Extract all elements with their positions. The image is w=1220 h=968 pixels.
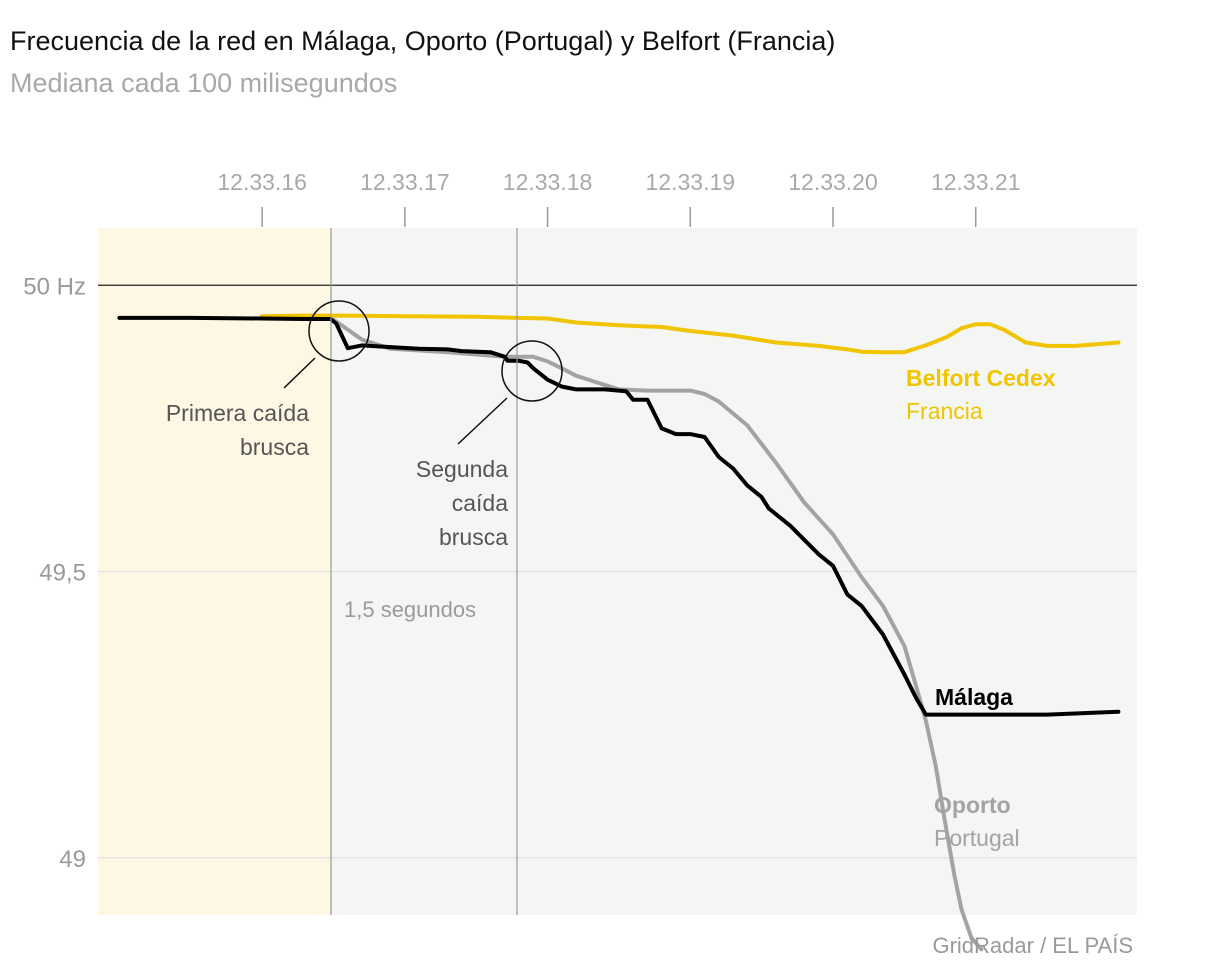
chart-title: Frecuencia de la red en Málaga, Oporto (… [10,26,836,56]
first-drop-annotation: Primera caída brusca [166,400,309,460]
chart-axes: 50 Hz 49,5 49 12.33.16 12.33.17 12.33.18 12.33… [23,169,1020,873]
source-credit: GridRadar / EL PAÍS [932,933,1133,958]
interval-annotation: 1,5 segundos [344,597,476,622]
second-drop-circle [501,340,563,402]
series-line-belfort-cedex [260,313,1121,355]
second-drop-leader [457,397,508,445]
first-drop-leader [283,357,316,389]
chart-gridlines [98,284,1137,859]
second-drop-annotation: Segunda caída brusca [416,456,508,550]
series-line-m-laga [117,315,1121,717]
chart-subtitle: Mediana cada 100 milisegundos [10,68,398,98]
chart-series [117,313,1121,952]
series-label-belfort-cedex: Belfort Cedex [906,365,1056,391]
series-line-oporto [331,317,984,952]
chart-annotations: Primera caída brusca Segunda caída brusca 1,5… [166,228,563,915]
y-tick-label: 49,5 [39,560,86,587]
x-tick-label: 12.33.16 [217,169,307,195]
first-drop-annotation-line: Primera caída [166,400,309,426]
x-tick-label: 12.33.21 [931,169,1021,195]
second-drop-annotation-line: brusca [439,524,508,550]
first-drop-annotation-line: brusca [240,434,309,460]
x-tick-label: 12.33.20 [788,169,878,195]
y-tick-label: 49 [59,846,86,873]
series-label-belfort-cedex-country: Francia [906,398,983,424]
y-tick-label: 50 Hz [23,273,86,300]
x-tick-label: 12.33.17 [360,169,450,195]
series-label-m-laga: Málaga [935,684,1013,710]
series-label-oporto-country: Portugal [934,825,1020,851]
chart-series-labels: Málaga Oporto Portugal Belfort Cedex Francia [906,365,1056,851]
series-label-oporto: Oporto [934,792,1011,818]
second-drop-annotation-line: Segunda [416,456,508,482]
x-tick-label: 12.33.19 [646,169,736,195]
x-tick-label: 12.33.18 [503,169,593,195]
first-drop-circle [308,300,370,362]
second-drop-annotation-line: caída [452,490,508,516]
